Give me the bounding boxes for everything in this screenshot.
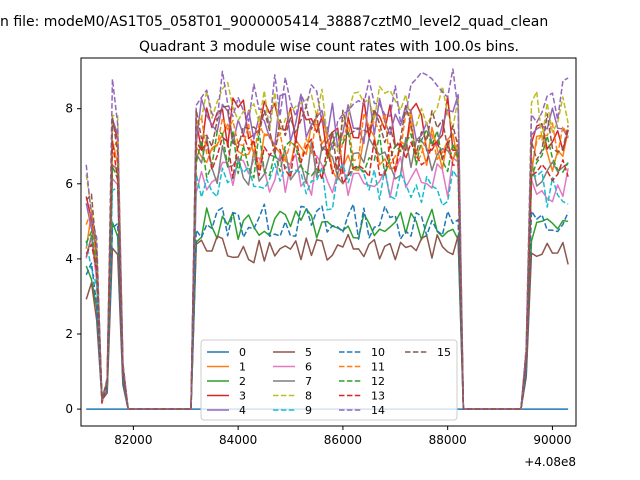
legend-label-11: 11 bbox=[371, 361, 385, 374]
x-tick-label: 90000 bbox=[533, 433, 571, 447]
legend-label-13: 13 bbox=[371, 390, 385, 403]
x-axis: 82000 84000 86000 88000 90000 bbox=[114, 426, 572, 447]
data-layer bbox=[85, 68, 569, 410]
legend-label-14: 14 bbox=[371, 404, 385, 417]
x-offset-label: +4.08e8 bbox=[524, 455, 576, 469]
x-tick-label: 86000 bbox=[324, 433, 362, 447]
chart-title: Quadrant 3 module wise count rates with … bbox=[139, 39, 519, 55]
x-tick-label: 84000 bbox=[219, 433, 257, 447]
legend-label-1: 1 bbox=[239, 361, 246, 374]
legend-box bbox=[200, 339, 458, 421]
chart-suptitle: n file: modeM0/AS1T05_058T01_9000005414_… bbox=[0, 14, 548, 30]
y-tick-label: 2 bbox=[65, 327, 73, 341]
legend-label-9: 9 bbox=[305, 404, 312, 417]
legend-label-15: 15 bbox=[437, 346, 451, 359]
legend-label-12: 12 bbox=[371, 375, 385, 388]
legend-label-8: 8 bbox=[305, 390, 312, 403]
legend-label-5: 5 bbox=[305, 346, 312, 359]
y-tick-label: 0 bbox=[65, 402, 73, 416]
y-axis: 0 2 4 6 8 bbox=[65, 102, 81, 416]
plot-frame bbox=[80, 57, 577, 427]
y-tick-label: 4 bbox=[65, 252, 73, 266]
legend-label-3: 3 bbox=[239, 390, 246, 403]
series-line-15 bbox=[85, 105, 569, 410]
legend-label-6: 6 bbox=[305, 361, 312, 374]
y-tick-label: 6 bbox=[65, 177, 73, 191]
x-tick-label: 88000 bbox=[429, 433, 467, 447]
x-tick-label: 82000 bbox=[114, 433, 152, 447]
y-tick-label: 8 bbox=[65, 102, 73, 116]
legend-label-0: 0 bbox=[239, 346, 246, 359]
legend-label-4: 4 bbox=[239, 404, 246, 417]
legend-label-2: 2 bbox=[239, 375, 246, 388]
legend-label-7: 7 bbox=[305, 375, 312, 388]
legend-label-10: 10 bbox=[371, 346, 385, 359]
